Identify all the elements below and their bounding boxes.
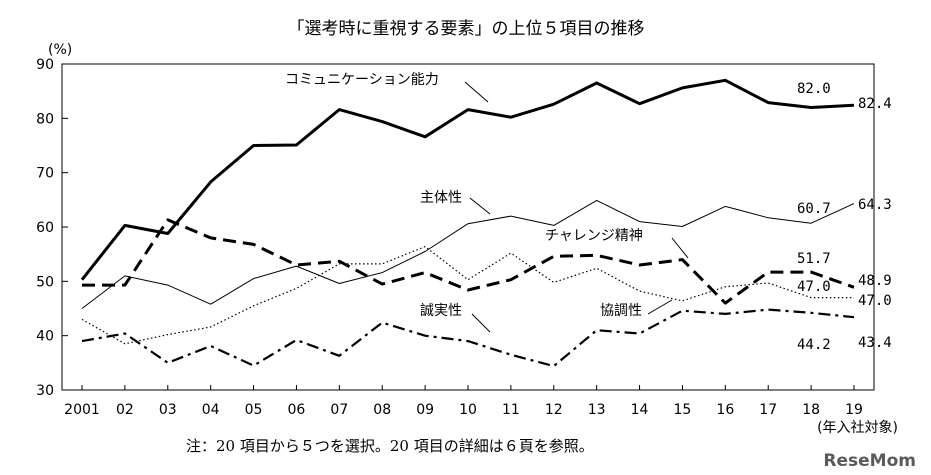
- x-tick-label: 12: [545, 402, 563, 418]
- x-tick-label: 07: [330, 402, 348, 418]
- y-axis-unit: (%): [48, 42, 72, 58]
- series-lines: [80, 78, 855, 368]
- series-label-shutaisei: 主体性: [420, 190, 491, 215]
- y-tick-label: 80: [36, 111, 54, 127]
- x-tick-label: 04: [202, 402, 220, 418]
- series-line-1: [81, 199, 855, 309]
- x-tick-label: 05: [245, 402, 263, 418]
- value-label-kyocho-19: 43.4: [858, 335, 892, 351]
- value-label-kyocho-18: 44.2: [797, 337, 831, 353]
- x-tick-label: 2001: [64, 402, 100, 418]
- svg-text:コミュニケーション能力: コミュニケーション能力: [285, 72, 439, 88]
- series-line-4: [81, 308, 855, 368]
- value-label-comm-19: 82.4: [858, 96, 892, 112]
- watermark-logo: ReseMom: [823, 451, 916, 471]
- value-label-shutai-19: 64.3: [858, 197, 892, 213]
- series-line-0: [80, 78, 855, 281]
- svg-text:誠実性: 誠実性: [420, 303, 462, 319]
- y-tick-label: 60: [36, 220, 54, 236]
- x-tick-label: 18: [802, 402, 820, 418]
- series-label-communication: コミュニケーション能力: [285, 72, 489, 103]
- x-tick-label: 08: [373, 402, 391, 418]
- footnote: 注：20 項目から５つを選択。20 項目の詳細は６頁を参照。: [186, 437, 594, 455]
- value-label-shutai-18: 60.7: [797, 201, 831, 217]
- x-tick-label: 06: [288, 402, 306, 418]
- value-label-seijitsu-18: 47.0: [797, 279, 831, 295]
- y-tick-label: 30: [36, 383, 54, 399]
- x-tick-label: 02: [116, 402, 134, 418]
- x-tick-label: 11: [502, 402, 520, 418]
- y-tick-label: 50: [36, 274, 54, 290]
- x-axis-unit: (年入社対象): [817, 420, 898, 436]
- value-label-challenge-19: 48.9: [858, 273, 892, 289]
- x-tick-label: 09: [416, 402, 434, 418]
- series-line-3: [81, 246, 854, 345]
- axes: 30 40 50 60 70 80 90 2001 02 03 04 05 06 07 08 09 10 11 12…: [36, 57, 875, 418]
- x-tick-label: 13: [588, 402, 606, 418]
- x-tick-label: 15: [674, 402, 692, 418]
- value-label-seijitsu-19: 47.0: [858, 293, 892, 309]
- value-label-comm-18: 82.0: [797, 81, 831, 97]
- x-tick-label: 17: [759, 402, 777, 418]
- svg-text:主体性: 主体性: [420, 190, 462, 206]
- x-tick-label: 03: [159, 402, 177, 418]
- y-tick-label: 70: [36, 166, 54, 182]
- svg-text:協調性: 協調性: [600, 303, 642, 319]
- x-tick-label: 16: [716, 402, 734, 418]
- x-tick-label: 14: [631, 402, 649, 418]
- series-line-2: [82, 218, 855, 305]
- series-label-seijitsu: 誠実性: [420, 303, 491, 333]
- y-tick-label: 90: [36, 57, 54, 73]
- y-tick-label: 40: [36, 329, 54, 345]
- value-label-challenge-18: 51.7: [797, 251, 831, 267]
- chart-title: 「選考時に重視する要素」の上位５項目の推移: [288, 19, 645, 39]
- x-tick-label: 10: [459, 402, 477, 418]
- x-tick-label: 19: [845, 402, 863, 418]
- series-label-kyochosei: 協調性: [600, 299, 673, 319]
- series-label-challenge: チャレンジ精神: [545, 228, 689, 259]
- svg-text:チャレンジ精神: チャレンジ精神: [545, 228, 643, 244]
